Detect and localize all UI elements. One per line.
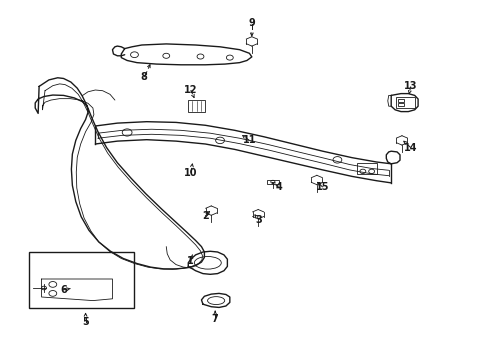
Text: 7: 7 (211, 314, 218, 324)
Bar (187, 100, 205, 112)
Text: 9: 9 (248, 18, 255, 28)
Text: 12: 12 (183, 85, 197, 95)
Text: 10: 10 (183, 168, 197, 178)
Text: 15: 15 (315, 182, 329, 192)
Bar (397, 103, 403, 106)
Bar (266, 180, 278, 184)
Bar (395, 97, 414, 108)
Text: 4: 4 (275, 182, 282, 192)
Bar (29, 252, 134, 308)
Text: 2: 2 (202, 211, 208, 221)
Bar (397, 99, 403, 102)
Text: 11: 11 (242, 135, 256, 145)
Text: 5: 5 (82, 317, 89, 327)
Text: 14: 14 (403, 143, 417, 153)
Text: 1: 1 (187, 256, 194, 266)
Text: 13: 13 (403, 81, 417, 91)
Text: 6: 6 (60, 285, 67, 295)
Text: 3: 3 (255, 215, 262, 225)
Bar (356, 163, 376, 174)
Text: 8: 8 (141, 72, 147, 82)
